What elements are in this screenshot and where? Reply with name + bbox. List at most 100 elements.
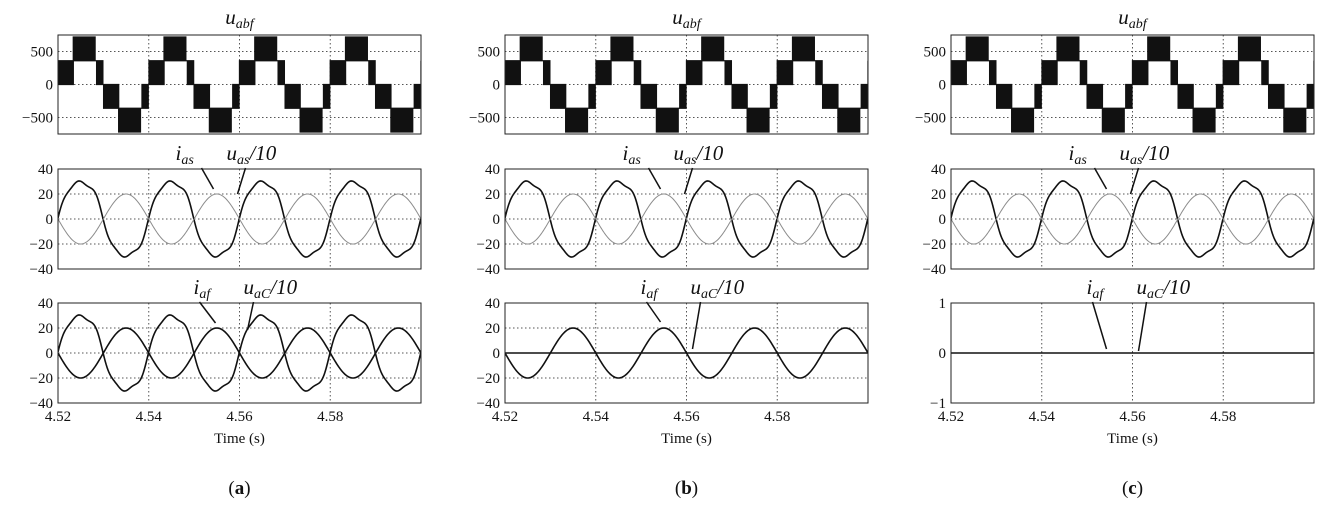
y-tick-label: 500	[478, 45, 501, 61]
subplot-title: uabf	[225, 5, 256, 32]
y-tick-label: −20	[30, 371, 53, 387]
plot-frame	[504, 302, 869, 404]
x-tick-label: 4.54	[136, 409, 163, 425]
subplot-title: uabf	[1118, 5, 1149, 32]
y-tick-label: 0	[493, 212, 501, 228]
series-label-iaf: iaf	[641, 275, 660, 302]
panel-label: (c)	[1122, 478, 1143, 499]
y-tick-label: −500	[469, 111, 500, 127]
label-pointer-line	[236, 167, 247, 195]
y-tick-label: 0	[46, 78, 54, 94]
series-line-2	[58, 193, 421, 245]
plot-frame	[950, 34, 1315, 135]
subplot-a-3: 40 20 0 −20 −404.52 4.54 4.56 4.58 Time (s) iaf ua…	[30, 275, 422, 447]
y-tick-label: 40	[485, 296, 500, 312]
series-label-ias: ias	[1069, 141, 1088, 168]
plot-frame	[950, 302, 1315, 404]
y-tick-label: 0	[939, 212, 947, 228]
plot-frame	[57, 34, 422, 135]
y-tick-label: 20	[38, 187, 53, 203]
x-tick-label: 4.52	[492, 409, 518, 425]
y-tick-label: 0	[46, 212, 54, 228]
panel-a: 500 0 −500 uabf 40 20 0 −20 −40 ias uas/10 40 20 0 −20…	[22, 5, 422, 499]
y-tick-label: −40	[30, 396, 53, 412]
y-tick-label: −40	[477, 262, 500, 278]
subplot-c-1: 500 0 −500 uabf	[915, 5, 1315, 135]
subplot-b-3: 40 20 0 −20 −404.52 4.54 4.56 4.58 Time (s) iaf ua…	[477, 275, 869, 447]
series-label-uas: uas/10	[674, 141, 724, 168]
series-label-iaf: iaf	[194, 275, 213, 302]
plot-frame	[950, 168, 1315, 270]
series-staircase-voltage	[505, 36, 868, 133]
y-tick-label: −40	[923, 262, 946, 278]
series-label-ias: ias	[176, 141, 195, 168]
x-tick-label: 4.52	[938, 409, 964, 425]
y-tick-label: 20	[931, 187, 946, 203]
panel-label: (b)	[675, 478, 698, 499]
y-tick-label: −500	[915, 111, 946, 127]
label-pointer-line	[200, 167, 215, 190]
label-pointer-line	[198, 301, 217, 324]
x-tick-label: 4.52	[45, 409, 71, 425]
series-staircase-voltage	[951, 36, 1314, 133]
y-tick-label: 500	[31, 45, 54, 61]
label-pointer-line	[691, 301, 702, 350]
subplot-title: uabf	[672, 5, 703, 32]
series-line-2	[505, 193, 868, 245]
series-staircase-voltage	[58, 36, 421, 133]
x-axis-title: Time (s)	[214, 431, 265, 447]
label-pointer-line	[246, 301, 255, 331]
y-tick-label: −40	[477, 396, 500, 412]
y-tick-label: 500	[924, 45, 947, 61]
y-tick-label: −20	[923, 237, 946, 253]
series-label-uas: uas/10	[1120, 141, 1170, 168]
y-tick-label: −20	[30, 237, 53, 253]
y-tick-label: 40	[38, 162, 53, 178]
y-tick-label: 1	[939, 296, 947, 312]
label-pointer-line	[1129, 167, 1140, 195]
panel-b: 500 0 −500 uabf 40 20 0 −20 −40 ias uas/10 40 20 0 −20…	[469, 5, 869, 499]
series-line-1	[505, 180, 868, 258]
series-line-1	[951, 180, 1314, 258]
label-pointer-line	[1137, 301, 1148, 352]
subplot-a-1: 500 0 −500 uabf	[22, 5, 422, 135]
x-tick-label: 4.58	[764, 409, 790, 425]
series-line-2	[58, 327, 421, 379]
y-tick-label: 40	[931, 162, 946, 178]
panel-c: 500 0 −500 uabf 40 20 0 −20 −40 ias uas/10 1 0 −14.52…	[915, 5, 1315, 499]
x-axis-title: Time (s)	[1107, 431, 1158, 447]
series-line-1	[58, 180, 421, 258]
label-pointer-line	[1093, 167, 1108, 190]
y-tick-label: −500	[22, 111, 53, 127]
y-tick-label: 40	[485, 162, 500, 178]
series-label-iaf: iaf	[1087, 275, 1106, 302]
subplot-b-2: 40 20 0 −20 −40 ias uas/10	[477, 141, 869, 278]
plot-frame	[504, 168, 869, 270]
plot-frame	[57, 168, 422, 270]
y-tick-label: 0	[493, 346, 501, 362]
subplot-b-1: 500 0 −500 uabf	[469, 5, 869, 135]
y-tick-label: 0	[939, 78, 947, 94]
label-pointer-line	[645, 301, 662, 323]
y-tick-label: −40	[30, 262, 53, 278]
series-label-uas: uas/10	[227, 141, 277, 168]
label-pointer-line	[647, 167, 662, 190]
x-tick-label: 4.58	[1210, 409, 1236, 425]
y-tick-label: 20	[38, 321, 53, 337]
y-tick-label: 20	[485, 321, 500, 337]
series-label-uaC: uaC/10	[691, 275, 745, 302]
y-tick-label: 40	[38, 296, 53, 312]
y-tick-label: 20	[485, 187, 500, 203]
subplot-c-2: 40 20 0 −20 −40 ias uas/10	[923, 141, 1315, 278]
subplot-c-3: 1 0 −14.52 4.54 4.56 4.58 Time (s) iaf uaC/10	[930, 275, 1315, 447]
x-tick-label: 4.56	[1119, 409, 1146, 425]
x-tick-label: 4.54	[1029, 409, 1056, 425]
y-tick-label: −1	[930, 396, 946, 412]
y-tick-label: 0	[493, 78, 501, 94]
plot-frame	[57, 302, 422, 404]
y-tick-label: −20	[477, 237, 500, 253]
x-axis-title: Time (s)	[661, 431, 712, 447]
x-tick-label: 4.54	[583, 409, 610, 425]
plot-frame	[504, 34, 869, 135]
